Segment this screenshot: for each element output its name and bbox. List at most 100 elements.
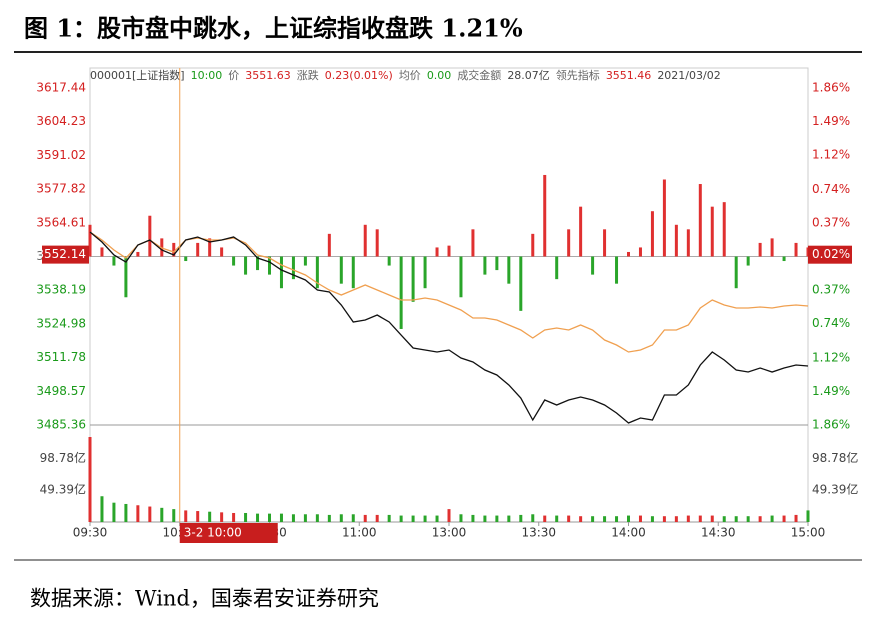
cursor-price-label: 3552.14	[36, 247, 86, 261]
volume-bar	[220, 512, 224, 522]
y-tick-label: 3485.36	[36, 418, 86, 432]
x-tick-label: 15:00	[791, 526, 826, 540]
momentum-bar	[483, 256, 487, 275]
volume-bar	[148, 506, 152, 522]
momentum-bar	[196, 242, 200, 257]
momentum-bar	[232, 256, 236, 266]
momentum-bar	[172, 242, 176, 257]
cursor-time-box	[179, 523, 278, 543]
volume-bar	[136, 505, 140, 522]
volume-bar	[591, 516, 595, 522]
cursor-pct-label: 0.02%	[812, 247, 850, 261]
y2-tick-label: 1.12%	[812, 350, 850, 364]
volume-bar	[208, 511, 212, 522]
volume-bar	[662, 516, 666, 522]
volume-bar	[531, 514, 535, 522]
volume-bar	[579, 516, 583, 522]
y-tick-label: 3538.19	[36, 283, 86, 297]
y-tick-label: 3617.44	[36, 81, 86, 95]
momentum-bar	[375, 229, 379, 257]
volume-bar	[124, 503, 128, 522]
info-item: 0.00	[427, 69, 452, 82]
volume-bar	[100, 496, 104, 522]
info-item: 价	[228, 69, 239, 82]
info-item: 000001[上证指数]	[90, 68, 185, 82]
y2-tick-label: 0.37%	[812, 283, 850, 297]
info-item: 领先指标	[556, 68, 600, 82]
momentum-bar	[435, 247, 439, 257]
momentum-bar	[148, 215, 152, 257]
y-tick-label: 3577.82	[36, 182, 86, 196]
momentum-bar	[244, 256, 248, 275]
momentum-bar	[363, 224, 367, 257]
momentum-bar	[579, 206, 583, 257]
volume-bar	[650, 516, 654, 522]
volume-bar	[722, 516, 726, 522]
momentum-bar	[638, 247, 642, 257]
volume-bar	[770, 515, 774, 522]
momentum-bar	[279, 256, 283, 289]
volume-bar	[627, 515, 630, 522]
volume-bar	[327, 514, 331, 522]
volume-tick-label-right: 98.78亿	[812, 450, 858, 465]
y-tick-label: 3564.61	[36, 215, 86, 229]
x-tick-label: 11:00	[342, 526, 377, 540]
volume-bar	[303, 514, 307, 522]
volume-bar	[483, 515, 487, 522]
volume-bar	[710, 515, 714, 522]
momentum-bar	[303, 256, 307, 266]
info-item: 3551.46	[606, 69, 652, 82]
cursor-price-box	[42, 245, 89, 264]
y2-tick-label: 1.86%	[812, 81, 850, 95]
volume-bar	[315, 514, 319, 522]
volume-bar	[291, 514, 295, 522]
info-item: 28.07亿	[507, 69, 550, 82]
info-item: 0.23(0.01%)	[325, 69, 393, 82]
momentum-bar	[519, 256, 523, 311]
cursor-time-label: 3-2 10:00	[184, 526, 242, 540]
momentum-bar	[339, 256, 343, 284]
volume-bar	[196, 511, 200, 522]
volume-bar	[160, 507, 164, 522]
volume-bar	[794, 514, 798, 522]
momentum-bar	[447, 245, 451, 257]
momentum-bar	[555, 256, 559, 280]
info-item: 3551.63	[245, 69, 291, 82]
source-note: 数据来源：Wind，国泰君安证券研究	[30, 587, 379, 611]
volume-bar	[507, 515, 511, 522]
volume-bar	[112, 502, 116, 522]
volume-bar	[184, 510, 188, 522]
info-item: 成交金额	[457, 68, 501, 82]
y2-tick-label: 0.74%	[812, 182, 850, 196]
plot-frame	[89, 67, 809, 523]
volume-bar	[351, 514, 355, 522]
y2-tick-label: 0.74%	[812, 316, 850, 330]
momentum-bar	[256, 256, 260, 271]
momentum-bar	[351, 256, 355, 289]
volume-bar	[375, 514, 379, 522]
volume-bar	[88, 437, 92, 522]
y-tick-label: 3524.98	[36, 316, 86, 330]
volume-tick-label: 49.39亿	[40, 482, 86, 497]
momentum-bar	[100, 247, 104, 257]
momentum-bar	[268, 256, 271, 275]
momentum-bar	[507, 256, 511, 284]
x-tick-label: 14:00	[611, 526, 646, 540]
momentum-bar	[315, 256, 319, 289]
volume-bar	[543, 515, 547, 522]
volume-bar	[399, 515, 403, 522]
price-line	[89, 231, 809, 353]
momentum-bar	[591, 256, 595, 275]
volume-bar	[746, 516, 750, 522]
momentum-bar	[603, 229, 607, 257]
volume-bar	[519, 514, 523, 522]
momentum-bar	[794, 242, 798, 257]
momentum-bar	[423, 256, 427, 289]
volume-bar	[674, 516, 678, 522]
volume-bar	[686, 515, 690, 522]
volume-bar	[423, 515, 427, 522]
volume-bar	[638, 515, 642, 522]
volume-bar	[555, 515, 559, 522]
volume-bar	[758, 516, 762, 522]
momentum-bar	[650, 211, 654, 257]
